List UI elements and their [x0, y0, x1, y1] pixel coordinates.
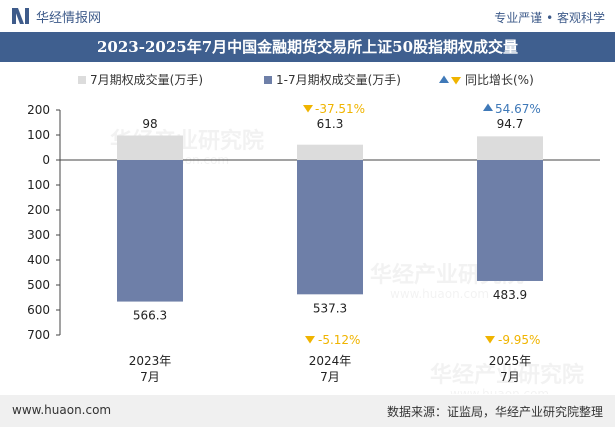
growth-down-icon	[305, 336, 315, 344]
growth-down-icon	[303, 105, 313, 113]
brand-name: 华经情报网	[36, 10, 102, 26]
bar-ytd	[297, 160, 363, 295]
y-tick-label: 700	[27, 328, 50, 342]
watermark-en: www.huaon.com	[450, 387, 549, 394]
y-tick-label: 100	[27, 128, 50, 142]
legend-down-icon	[451, 77, 461, 85]
chart-title: 2023-2025年7月中国金融期货交易所上证50股指期权成交量	[96, 38, 519, 56]
value-label-ytd: 483.9	[493, 288, 527, 302]
x-axis-labels: 2023年 7月 2024年 7月 2025年 7月	[129, 354, 532, 384]
y-tick-label: 200	[27, 103, 50, 117]
x-tick-label: 2025年	[489, 354, 532, 368]
bar-monthly	[477, 136, 543, 160]
legend-label-growth: 同比增长(%)	[465, 73, 534, 87]
legend-label-ytd: 1-7月期权成交量(万手)	[276, 72, 401, 87]
value-label-ytd: 566.3	[133, 309, 167, 323]
huajing-logo-icon	[12, 8, 29, 24]
legend-label-monthly: 7月期权成交量(万手)	[90, 72, 203, 87]
x-tick-label: 7月	[320, 370, 340, 384]
value-label-monthly: 98	[142, 117, 157, 131]
growth-down-icon	[485, 336, 495, 344]
x-tick-label: 7月	[500, 370, 520, 384]
growth-label-ytd: -5.12%	[318, 333, 360, 347]
slogan: 专业严谨 • 客观科学	[494, 11, 605, 25]
growth-label-ytd: -9.95%	[498, 333, 540, 347]
footer: www.huaon.com 数据来源：证监局，华经产业研究院整理	[0, 395, 615, 427]
bars	[117, 135, 543, 302]
footer-source: 数据来源：证监局，华经产业研究院整理	[386, 405, 603, 419]
y-tick-label: 100	[27, 178, 50, 192]
title-bar: 2023-2025年7月中国金融期货交易所上证50股指期权成交量	[0, 32, 615, 62]
legend: 7月期权成交量(万手) 1-7月期权成交量(万手) 同比增长(%)	[78, 72, 534, 87]
bar-ytd	[477, 160, 543, 281]
top-bar: 华经情报网 专业严谨 • 客观科学	[0, 0, 615, 32]
bar-monthly	[117, 135, 183, 160]
data-labels: 98 566.3 61.3 537.3 -37.51% -5.12% 94.7 483.9 54…	[133, 102, 541, 347]
growth-label-monthly: 54.67%	[495, 102, 541, 116]
x-tick-label: 2024年	[309, 354, 352, 368]
value-label-ytd: 537.3	[313, 301, 347, 315]
y-tick-label: 0	[42, 153, 50, 167]
x-tick-label: 2023年	[129, 354, 172, 368]
y-tick-label: 200	[27, 203, 50, 217]
bar-monthly	[297, 144, 363, 160]
brand[interactable]: 华经情报网	[12, 7, 102, 26]
footer-website[interactable]: www.huaon.com	[12, 403, 112, 417]
watermark-cn: 华经产业研究院	[430, 362, 584, 388]
x-tick-label: 7月	[140, 370, 160, 384]
watermark-en: www.huaon.com	[390, 287, 489, 301]
legend-swatch-monthly	[78, 76, 86, 84]
y-tick-label: 600	[27, 303, 50, 317]
y-tick-label: 300	[27, 228, 50, 242]
growth-up-icon	[483, 103, 493, 111]
y-tick-label: 500	[27, 278, 50, 292]
chart-svg: 华经产业研究院www.huaon.com华经产业研究院www.huaon.com…	[27, 72, 600, 401]
growth-label-monthly: -37.51%	[315, 102, 365, 116]
bar-ytd	[117, 160, 183, 302]
value-label-monthly: 61.3	[317, 117, 344, 131]
y-tick-label: 400	[27, 253, 50, 267]
chart-area: 华经产业研究院www.huaon.com华经产业研究院www.huaon.com…	[0, 62, 615, 401]
legend-swatch-ytd	[264, 76, 272, 84]
value-label-monthly: 94.7	[497, 117, 524, 131]
legend-up-icon	[439, 75, 449, 83]
